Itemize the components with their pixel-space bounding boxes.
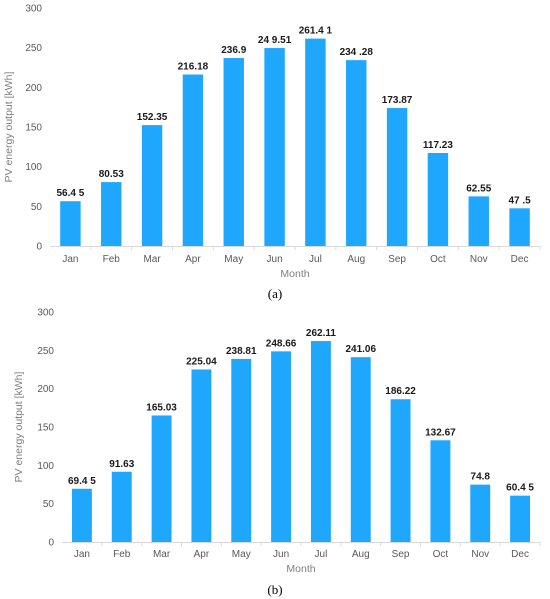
x-tick-label: Nov: [470, 254, 488, 265]
x-tick-label: Apr: [185, 254, 201, 265]
data-label: 91.63: [109, 459, 134, 470]
data-label: 60.4 5: [506, 483, 534, 494]
data-label: 69.4 5: [68, 476, 96, 487]
data-label: 238.81: [226, 346, 257, 357]
bar-apr: [191, 369, 212, 542]
y-axis-title: PV energy output [kWh]: [3, 71, 15, 182]
data-label: 216.18: [178, 61, 209, 72]
data-label: 234 .28: [340, 47, 374, 58]
data-label: 132.67: [425, 427, 456, 438]
x-tick-label: Jul: [309, 254, 322, 265]
x-tick-label: Aug: [352, 549, 370, 560]
data-label: 24 9.51: [258, 35, 292, 46]
bar-aug: [350, 357, 371, 542]
chart-a: 0 50 100 150 200 250 300 56.4 5 Jan 80.53 Feb 152.3…: [3, 4, 541, 280]
bar-nov: [468, 196, 489, 246]
bar-mar: [151, 415, 172, 542]
y-tick-label: 50: [43, 499, 55, 510]
bar-feb: [101, 182, 122, 246]
data-label: 248.66: [266, 338, 297, 349]
x-axis-title: Month: [286, 563, 315, 575]
data-label: 56.4 5: [57, 188, 85, 199]
x-tick-label: Nov: [471, 549, 489, 560]
bar-jan: [60, 201, 81, 246]
data-label: 117.23: [423, 140, 453, 151]
bar-sep: [386, 108, 408, 246]
panel-label-a: (a): [267, 286, 283, 301]
bar-sep: [390, 399, 411, 542]
x-tick-label: Mar: [153, 549, 171, 560]
x-tick-label: Oct: [433, 549, 449, 560]
y-tick-label: 100: [25, 162, 42, 173]
x-tick-label: May: [224, 254, 243, 265]
x-tick-label: Mar: [143, 254, 161, 265]
bar-nov: [470, 484, 491, 542]
y-tick-label: 300: [25, 4, 42, 15]
data-label: 173.87: [382, 95, 413, 106]
bar-jun: [271, 351, 292, 542]
x-tick-label: May: [232, 549, 251, 560]
data-label: 80.53: [99, 169, 124, 180]
x-tick-label: Jul: [315, 549, 328, 560]
data-label: 62.55: [466, 183, 491, 194]
x-tick-label: Sep: [392, 549, 410, 560]
data-label: 225.04: [186, 356, 217, 367]
x-tick-label: Feb: [103, 254, 121, 265]
y-tick-label: 200: [37, 384, 54, 395]
y-axis-title: PV energy output [kWh]: [13, 371, 25, 482]
y-tick-label: 150: [37, 423, 54, 434]
data-label: 236.9: [221, 45, 246, 56]
x-tick-label: Aug: [347, 254, 365, 265]
x-axis-title: Month: [280, 268, 309, 280]
x-tick-label: Dec: [511, 254, 529, 265]
data-label: 186.22: [385, 386, 416, 397]
data-label: 74.8: [471, 472, 491, 483]
y-tick-label: 250: [25, 43, 42, 54]
y-tick-label: 0: [48, 538, 54, 549]
bar-feb: [111, 471, 132, 542]
x-tick-label: Dec: [511, 549, 529, 560]
x-tick-label: Oct: [430, 254, 446, 265]
x-tick-label: Feb: [113, 549, 131, 560]
chart-b: 0 50 100 150 200 250 300 69.4 5 Jan 91.63 Feb 165.0…: [13, 308, 541, 575]
data-label: 261.4 1: [299, 26, 333, 37]
x-tick-label: Jun: [267, 254, 283, 265]
bar-apr: [182, 74, 204, 247]
bar-mar: [141, 125, 163, 246]
bar-may: [223, 58, 244, 247]
bar-aug: [346, 60, 367, 247]
bar-jul: [310, 341, 331, 542]
bar-may: [231, 358, 252, 542]
data-label: 262.11: [306, 328, 336, 339]
y-tick-label: 300: [37, 308, 54, 319]
y-tick-label: 150: [25, 123, 42, 134]
panel-label-b: (b): [267, 582, 283, 597]
data-label: 165.03: [146, 402, 177, 413]
x-tick-label: Sep: [388, 254, 406, 265]
x-tick-label: Jan: [62, 254, 78, 265]
y-tick-label: 200: [25, 83, 42, 94]
y-tick-label: 100: [37, 461, 54, 472]
bar-dec: [510, 495, 531, 542]
bar-jul: [305, 38, 326, 247]
bar-oct: [430, 440, 451, 542]
y-tick-label: 50: [31, 202, 43, 213]
data-label: 241.06: [345, 344, 376, 355]
bar-oct: [427, 152, 449, 246]
y-tick-label: 250: [37, 346, 54, 357]
y-tick-label: 0: [36, 242, 42, 253]
x-tick-label: Apr: [194, 549, 210, 560]
data-label: 152.35: [137, 112, 168, 123]
bar-jun: [264, 48, 285, 246]
bar-dec: [509, 208, 530, 246]
x-tick-label: Jun: [273, 549, 289, 560]
bar-jan: [71, 488, 92, 542]
x-tick-label: Jan: [74, 549, 90, 560]
data-label: 47 .5: [508, 195, 531, 206]
